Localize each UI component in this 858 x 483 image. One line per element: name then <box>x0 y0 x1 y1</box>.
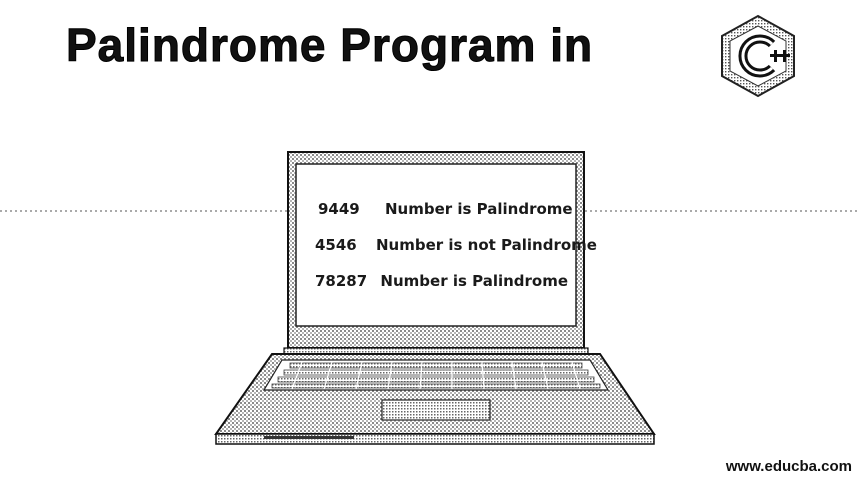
page-title: Palindrome Program in <box>65 19 594 72</box>
output-row-2: 4546 Number is not Palindrome <box>315 236 597 254</box>
dotted-horizon-line <box>0 210 858 212</box>
output-row-3: 78287 Number is Palindrome <box>315 272 568 290</box>
output-result: Number is Palindrome <box>384 200 573 218</box>
output-row-1: 9449 Number is Palindrome <box>318 200 573 218</box>
laptop-illustration <box>214 151 656 445</box>
c-language-logo-icon <box>721 14 795 98</box>
output-number: 9449 <box>318 200 360 218</box>
output-number: 78287 <box>315 272 368 290</box>
output-result: Number is not Palindrome <box>375 236 597 254</box>
output-number: 4546 <box>315 236 357 254</box>
output-result: Number is Palindrome <box>380 272 569 290</box>
website-url: www.educba.com <box>725 458 852 475</box>
